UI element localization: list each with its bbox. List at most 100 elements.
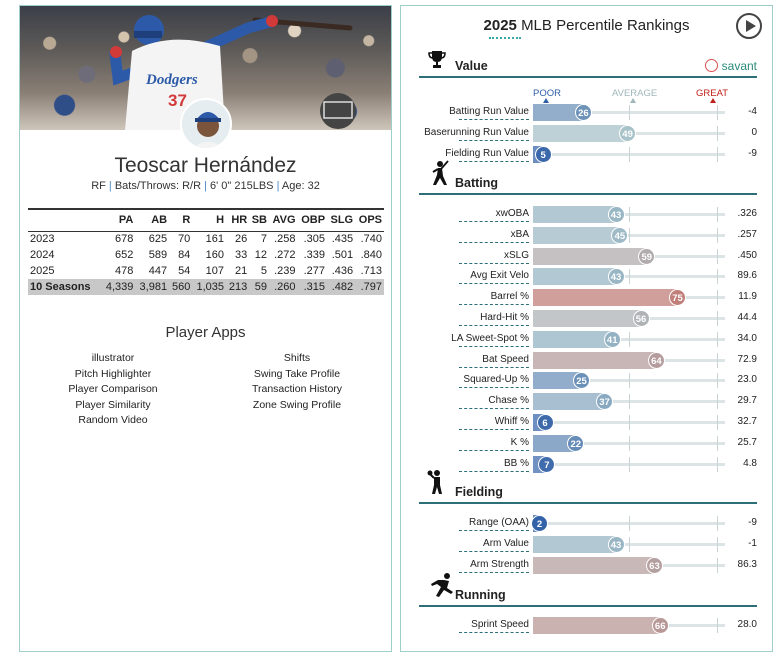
table-cell: .435 — [331, 233, 354, 246]
metric-value: .257 — [737, 228, 757, 240]
percentile-bar — [533, 247, 647, 265]
scale-tick — [717, 146, 719, 162]
scale-tick — [629, 331, 630, 347]
player-bio: RF | Bats/Throws: R/R | 6' 0" 215LBS | A… — [20, 180, 391, 192]
section-header-batting: Batting — [419, 160, 757, 195]
metric-row[interactable]: LA Sweet-Spot % 41 34.0 — [419, 330, 757, 349]
player-card: Dodgers 37 Teoscar Hernández RF | Bats/T… — [19, 5, 392, 652]
metric-row[interactable]: Baserunning Run Value 49 0 — [419, 124, 757, 143]
table-cell: 21 — [235, 265, 248, 277]
table-row: 2023 678 625 70 161 26 7 .258 .305 .435 .740 — [28, 231, 384, 247]
percentile-bar — [533, 351, 656, 369]
player-app-link[interactable]: Zone Swing Profile — [252, 398, 342, 411]
metric-row[interactable]: Barrel % 75 11.9 — [419, 288, 757, 307]
metric-row[interactable]: K % 22 25.7 — [419, 434, 757, 453]
table-cell: 625 — [148, 233, 168, 246]
table-cell: 54 — [178, 265, 191, 277]
metric-row[interactable]: Range (OAA) 2 -9 — [419, 514, 757, 533]
column-header: HR — [231, 214, 248, 227]
scale-tick — [717, 105, 719, 120]
column-header: AB — [151, 214, 168, 227]
metric-row[interactable]: xwOBA 43 .326 — [419, 205, 757, 224]
metric-row[interactable]: Sprint Speed 66 28.0 — [419, 616, 757, 635]
player-app-link[interactable]: Random Video — [78, 414, 148, 426]
metric-value: -9 — [748, 517, 757, 528]
player-app-link[interactable]: Swing Take Profile — [253, 367, 341, 380]
metric-row[interactable]: Arm Strength 63 86.3 — [419, 556, 757, 575]
row-divider — [459, 387, 529, 389]
percentile-value: 2 — [531, 515, 548, 532]
player-app-link[interactable]: Player Similarity — [75, 398, 151, 411]
metric-label: LA Sweet-Spot % — [451, 332, 529, 344]
row-divider — [459, 241, 529, 243]
player-app-link[interactable]: Shifts — [283, 352, 311, 364]
savant-logo[interactable]: savant — [704, 59, 757, 73]
section-title: Batting — [455, 176, 499, 190]
row-divider — [459, 571, 529, 573]
row-divider — [459, 325, 529, 326]
player-app-link[interactable]: Player Comparison — [68, 383, 158, 395]
row-divider — [459, 366, 529, 368]
jersey-number: 37 — [168, 91, 187, 110]
percentile-bar — [533, 393, 605, 411]
metric-label: xSLG — [503, 249, 529, 261]
percentile-value: 56 — [632, 310, 650, 327]
scale-tick — [717, 269, 719, 285]
metric-row[interactable]: Bat Speed 64 72.9 — [419, 351, 757, 370]
column-header: R — [182, 214, 191, 227]
table-cell: .482 — [327, 279, 356, 295]
metric-value: 72.9 — [737, 353, 757, 365]
metric-row[interactable]: Fielding Run Value 5 -9 — [419, 145, 757, 164]
metric-label: Arm Value — [483, 537, 529, 549]
player-position: RF — [91, 180, 106, 192]
player-age: Age: 32 — [281, 180, 320, 192]
metric-value: 23.0 — [737, 374, 757, 386]
career-stats-table: PA AB R H HR SB AVG OBP SLG OPS 2023 678 625 70 161 26… — [28, 208, 384, 295]
table-cell: 560 — [169, 279, 193, 295]
metric-row[interactable]: xSLG 59 .450 — [419, 247, 757, 266]
scale-tick — [629, 373, 630, 389]
percentile-value: 45 — [611, 226, 629, 244]
percentile-value: 49 — [619, 124, 637, 142]
player-app-link[interactable]: Transaction History — [251, 383, 343, 395]
table-header-row: PA AB R H HR SB AVG OBP SLG OPS — [28, 209, 384, 231]
column-header — [28, 209, 102, 231]
metric-row[interactable]: Avg Exit Velo 43 89.6 — [419, 267, 757, 286]
metric-label: Avg Exit Velo — [470, 270, 529, 282]
separator: | — [108, 180, 115, 192]
table-cell: .277 — [303, 265, 326, 277]
percentile-value: 59 — [638, 247, 656, 265]
metric-row[interactable]: BB % 7 4.8 — [419, 455, 757, 474]
player-app-link[interactable]: Pitch Highlighter — [74, 367, 152, 380]
metric-label: Chase % — [488, 395, 529, 407]
metric-row[interactable]: Arm Value 43 -1 — [419, 535, 757, 554]
play-button[interactable] — [736, 13, 762, 39]
metric-row[interactable]: Squared-Up % 25 23.0 — [419, 371, 757, 390]
metric-row[interactable]: Chase % 37 29.7 — [419, 392, 757, 411]
player-app-link[interactable]: illustrator — [91, 352, 135, 364]
table-cell: 107 — [205, 265, 225, 277]
scale-tick — [629, 207, 630, 222]
scale-poor-marker — [543, 98, 549, 103]
metric-value: .450 — [737, 249, 757, 261]
jersey-script: Dodgers — [145, 72, 198, 88]
row-divider — [459, 221, 529, 222]
metric-row[interactable]: Batting Run Value 26 -4 — [419, 103, 757, 122]
scale-tick — [629, 415, 630, 430]
metric-label: Barrel % — [490, 291, 529, 303]
player-apps-title: Player Apps — [165, 324, 246, 341]
column-header: H — [216, 214, 225, 227]
scale-tick — [629, 536, 630, 552]
percentile-bar — [533, 617, 660, 634]
column-header: SB — [251, 214, 267, 227]
scale-tick — [717, 125, 719, 141]
metric-row[interactable]: Whiff % 6 32.7 — [419, 413, 757, 432]
rankings-title: 2025 MLB Percentile Rankings — [401, 17, 772, 34]
scale-tick — [717, 435, 719, 451]
metric-row[interactable]: Hard-Hit % 56 44.4 — [419, 309, 757, 328]
player-bats-throws: Bats/Throws: R/R — [114, 180, 202, 192]
table-cell: 7 — [260, 233, 267, 246]
row-divider — [459, 304, 529, 306]
metric-row[interactable]: xBA 45 .257 — [419, 226, 757, 245]
metric-label: xwOBA — [495, 208, 529, 219]
